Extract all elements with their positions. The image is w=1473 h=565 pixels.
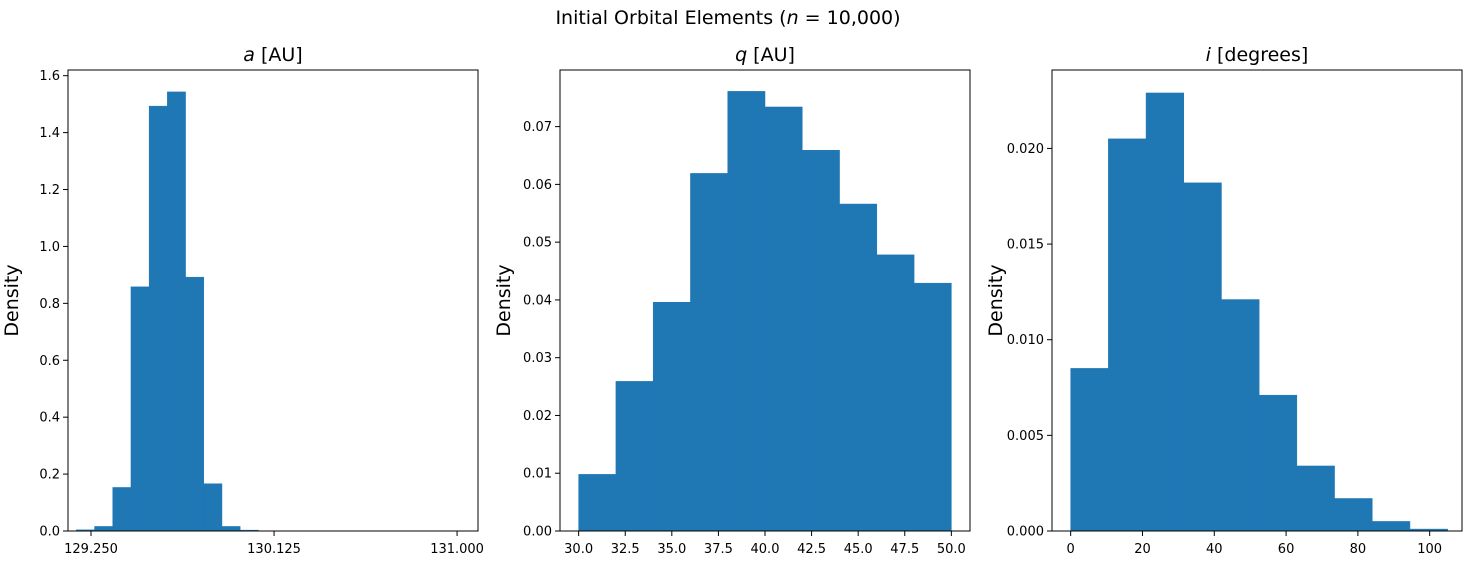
histogram-bar	[112, 487, 132, 532]
histogram-bar	[203, 483, 223, 532]
x-tick-label: 130.125	[247, 542, 301, 557]
figure-suptitle: Initial Orbital Elements (n = 10,000)	[555, 7, 900, 29]
y-tick-label: 1.6	[39, 69, 60, 84]
x-tick-label: 32.5	[611, 542, 640, 557]
y-tick-label: 0.06	[523, 178, 552, 193]
y-tick-label: 0.010	[1007, 333, 1044, 348]
histogram-bar	[221, 526, 241, 532]
x-tick-label: 80	[1350, 542, 1367, 557]
y-tick-label: 0.03	[523, 351, 552, 366]
histogram-bar	[690, 173, 728, 532]
histogram-bar	[727, 91, 766, 532]
histogram-semi-major-axis: a [AU] Density 0.0 0.2 0.4 0.6 0.8 1.0 1.2 1.4 1…	[1, 44, 484, 557]
y-axis-label: Density	[1, 264, 23, 336]
panel-title: a [AU]	[243, 44, 302, 66]
y-tick-label: 0.07	[523, 120, 552, 135]
histogram-bar	[1334, 498, 1373, 532]
histogram-bar	[1296, 465, 1335, 532]
x-tick-label: 100	[1417, 542, 1442, 557]
y-tick-label: 0.04	[523, 293, 552, 308]
histogram-bar	[876, 254, 915, 532]
histogram-bar	[94, 526, 114, 532]
histogram-bar	[1371, 521, 1411, 532]
panel-title: q [AU]	[735, 44, 795, 66]
y-tick-label: 0.020	[1007, 142, 1044, 157]
histogram-bar	[839, 203, 878, 532]
x-tick-label: 30.0	[564, 542, 593, 557]
panel-title: i [degrees]	[1206, 44, 1309, 66]
x-tick-label: 35.0	[657, 542, 686, 557]
histogram-bar	[148, 105, 168, 532]
y-axis-label: Density	[493, 264, 515, 336]
histogram-bar	[167, 91, 186, 532]
axes-frame	[67, 69, 479, 532]
y-tick-label: 0.4	[39, 411, 60, 426]
x-tick-label: 42.5	[797, 542, 826, 557]
histogram-bar	[913, 282, 952, 532]
histogram-bar	[578, 474, 617, 532]
histogram-bar	[1183, 182, 1222, 532]
y-tick-label: 0.000	[1007, 525, 1044, 540]
histogram-bar	[1221, 299, 1260, 532]
y-tick-label: 0.2	[39, 468, 60, 483]
histogram-bar	[615, 381, 654, 532]
y-tick-label: 0.01	[523, 467, 552, 482]
x-tick-label: 40.0	[751, 542, 780, 557]
y-tick-label: 0.8	[39, 297, 60, 312]
y-tick-label: 0.0	[39, 525, 60, 540]
axes-frame	[1051, 69, 1463, 532]
x-tick-label: 47.5	[890, 542, 919, 557]
histogram-bar	[1145, 92, 1185, 532]
histogram-bar	[1108, 138, 1147, 532]
y-axis-label: Density	[985, 264, 1007, 336]
x-tick-label: 129.250	[64, 542, 118, 557]
x-tick-label: 40	[1206, 542, 1223, 557]
histogram-bar	[802, 150, 840, 532]
y-tick-label: 0.6	[39, 354, 60, 369]
y-tick-label: 0.015	[1007, 238, 1044, 253]
x-tick-label: 60	[1278, 542, 1295, 557]
histogram-bar	[652, 301, 691, 532]
y-tick-label: 0.02	[523, 409, 552, 424]
histogram-bar	[1070, 368, 1109, 532]
histogram-bar	[185, 276, 205, 532]
x-tick-label: 50.0	[937, 542, 966, 557]
x-tick-label: 37.5	[704, 542, 733, 557]
y-tick-label: 1.2	[39, 183, 60, 198]
histogram-bar	[130, 286, 150, 532]
x-tick-label: 0	[1067, 542, 1075, 557]
histogram-perihelion: q [AU] Density 0.00 0.01 0.02 0.03 0.04 0.05 0…	[493, 44, 971, 557]
y-tick-label: 0.05	[523, 236, 552, 251]
x-tick-label: 45.0	[844, 542, 873, 557]
x-tick-label: 131.000	[430, 542, 484, 557]
histogram-bar	[764, 106, 803, 532]
histogram-inclination: i [degrees] Density 0.000 0.005 0.010 0.015…	[985, 44, 1463, 557]
y-tick-label: 1.4	[39, 126, 60, 141]
histogram-bar	[1258, 394, 1298, 532]
x-tick-label: 20	[1134, 542, 1151, 557]
y-tick-label: 0.005	[1007, 429, 1044, 444]
y-tick-label: 0.00	[523, 525, 552, 540]
y-tick-label: 1.0	[39, 240, 60, 255]
